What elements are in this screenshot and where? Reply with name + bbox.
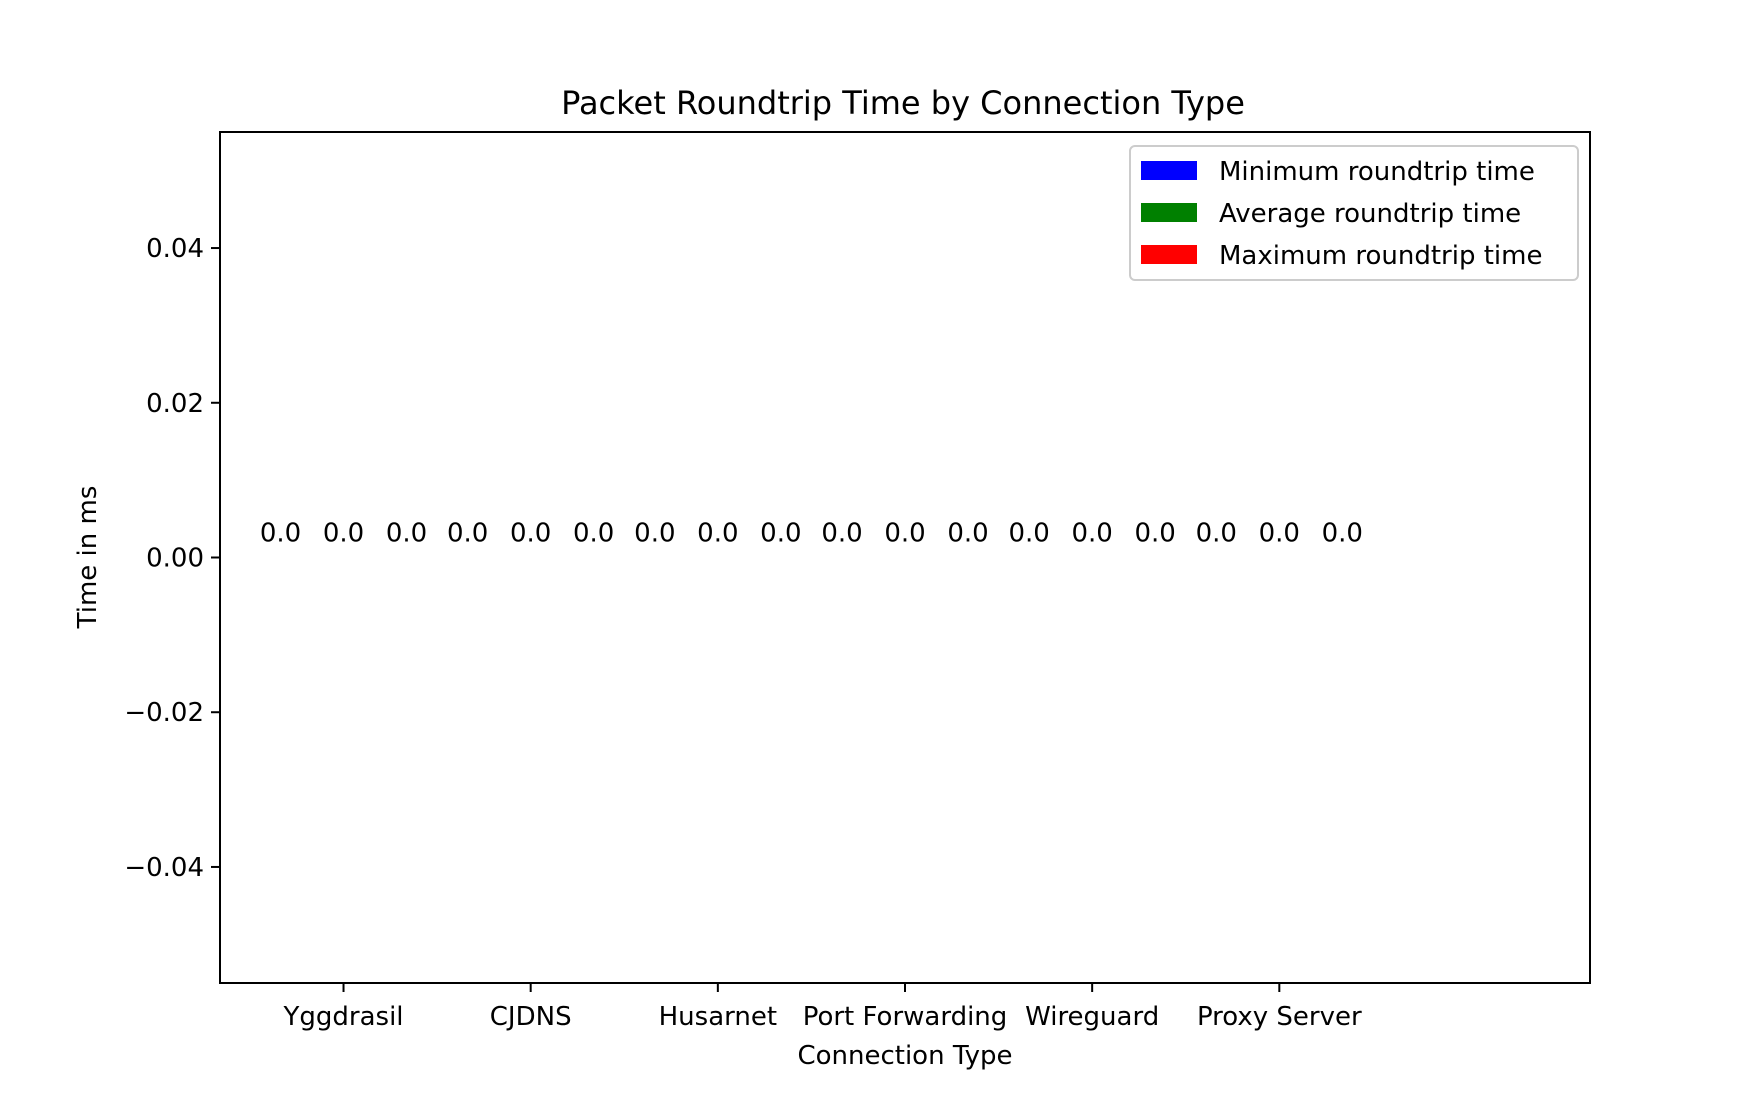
x-tick-label: Wireguard — [1025, 1002, 1159, 1032]
y-axis-label: Time in ms — [73, 486, 103, 630]
bar-value-label: 0.0 — [1134, 519, 1175, 549]
x-axis: Yggdrasil CJDNS Husarnet Port Forwarding Wir… — [283, 983, 1362, 1032]
y-tick-label: 0.02 — [146, 389, 204, 419]
bar-value-label: 0.0 — [1008, 519, 1049, 549]
x-tick-label: Port Forwarding — [803, 1002, 1008, 1032]
bar-value-label: 0.0 — [634, 519, 675, 549]
legend-frame — [1129, 145, 1579, 281]
y-tick-label: 0.04 — [146, 234, 204, 264]
x-tick-label: CJDNS — [490, 1002, 572, 1032]
legend-swatch — [1141, 245, 1197, 264]
bar-value-label: 0.0 — [760, 519, 801, 549]
bar-value-label: 0.0 — [884, 519, 925, 549]
bar-value-label: 0.0 — [1196, 519, 1237, 549]
bar-value-label: 0.0 — [1259, 519, 1300, 549]
x-axis-label: Connection Type — [797, 1041, 1012, 1071]
bar-value-label: 0.0 — [510, 519, 551, 549]
legend-items: Minimum roundtrip time Average roundtrip … — [1141, 157, 1542, 271]
legend-swatch — [1141, 203, 1197, 222]
x-tick-label: Proxy Server — [1197, 1002, 1362, 1032]
bar-value-label: 0.0 — [1071, 519, 1112, 549]
legend-label: Maximum roundtrip time — [1219, 241, 1542, 271]
y-tick-label: −0.02 — [124, 698, 204, 728]
data-labels: 0.0 0.0 0.0 0.0 0.0 0.0 0.0 0.0 0.0 0.0 0.0 0.0 0.0 0… — [260, 519, 1363, 549]
legend-label: Minimum roundtrip time — [1219, 157, 1535, 187]
x-tick-label: Yggdrasil — [283, 1002, 404, 1032]
bar-value-label: 0.0 — [447, 519, 488, 549]
bar-value-label: 0.0 — [573, 519, 614, 549]
bar-value-label: 0.0 — [1322, 519, 1363, 549]
x-tick-label: Husarnet — [659, 1002, 777, 1032]
legend: Minimum roundtrip time Average roundtrip … — [1129, 145, 1579, 281]
chart-title: Packet Roundtrip Time by Connection Type — [561, 84, 1245, 122]
legend-label: Average roundtrip time — [1219, 199, 1521, 229]
legend-swatch — [1141, 161, 1197, 180]
y-tick-label: −0.04 — [124, 853, 204, 883]
bar-value-label: 0.0 — [947, 519, 988, 549]
bar-value-label: 0.0 — [697, 519, 738, 549]
bar-value-label: 0.0 — [386, 519, 427, 549]
bar-value-label: 0.0 — [260, 519, 301, 549]
y-axis: −0.04 −0.02 0.00 0.02 0.04 — [124, 234, 220, 883]
y-tick-label: 0.00 — [146, 544, 204, 574]
bar-value-label: 0.0 — [821, 519, 862, 549]
bar-value-label: 0.0 — [323, 519, 364, 549]
